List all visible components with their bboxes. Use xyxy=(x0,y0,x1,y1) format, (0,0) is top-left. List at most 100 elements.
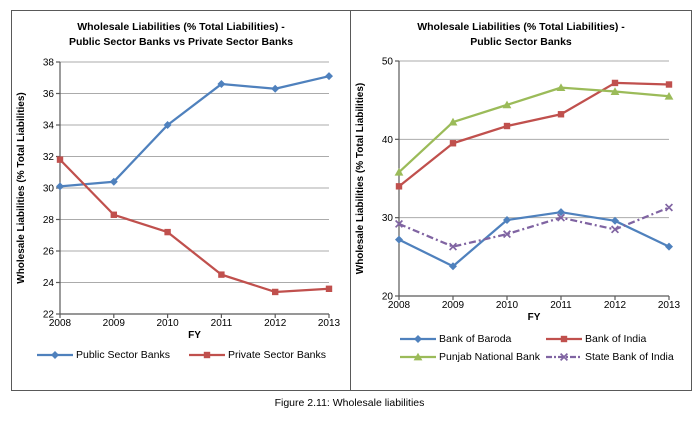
left-chart-legend: Public Sector Banks Private Sector Banks xyxy=(12,349,350,361)
legend-item: Punjab National Bank xyxy=(399,351,545,363)
legend-label: Bank of Baroda xyxy=(439,333,512,345)
series-line xyxy=(59,158,330,294)
marker-square xyxy=(56,156,64,163)
marker-x xyxy=(448,242,458,251)
legend-label: Punjab National Bank xyxy=(439,351,540,363)
left-chart-plot: 22 24 26 28 30 32 34 36 38 2008 2009 2010 2011 2012 20… xyxy=(16,58,341,342)
x-tick-label: 2012 xyxy=(264,318,287,329)
x-axis-title: FY xyxy=(188,330,201,341)
marker-x xyxy=(556,213,566,222)
marker-square xyxy=(557,111,565,118)
marker-triangle xyxy=(664,91,674,100)
marker-diamond xyxy=(611,216,619,225)
left-chart-title-line1: Wholesale Liabilities (% Total Liabiliti… xyxy=(77,21,285,33)
legend-item: State Bank of India xyxy=(545,351,674,363)
x-tick-label: 2010 xyxy=(496,300,519,311)
legend-item: Bank of India xyxy=(545,333,674,345)
marker-diamond xyxy=(665,242,673,251)
right-chart-title: Wholesale Liabilities (% Total Liabiliti… xyxy=(351,20,691,50)
marker-diamond xyxy=(163,121,172,129)
y-tick-label: 28 xyxy=(43,215,55,226)
marker-diamond xyxy=(325,72,333,81)
y-tick-label: 30 xyxy=(43,184,55,195)
x-tick-label: 2011 xyxy=(211,318,233,329)
marker-square xyxy=(449,140,457,147)
marker-x xyxy=(559,352,569,362)
right-chart-plot: 20 30 40 50 2008 2009 2010 2011 2012 2013 FY Wholes… xyxy=(355,57,681,324)
marker-diamond xyxy=(503,216,511,225)
series-line xyxy=(398,206,670,248)
y-tick-label: 30 xyxy=(382,213,394,224)
marker-diamond xyxy=(449,262,457,271)
marker-square xyxy=(395,183,403,190)
x-tick-label: 2012 xyxy=(604,300,627,311)
x-tick-label: 2009 xyxy=(103,318,126,329)
y-tick-label: 32 xyxy=(43,152,55,163)
marker-diamond xyxy=(557,208,565,217)
legend-swatch-triangle-icon xyxy=(400,352,436,361)
marker-square xyxy=(164,228,171,236)
marker-square xyxy=(272,288,279,296)
x-tick-label: 2013 xyxy=(318,318,341,329)
x-tick-label: 2008 xyxy=(388,300,411,311)
marker-square xyxy=(665,81,673,88)
y-tick-label: 40 xyxy=(382,135,394,146)
marker-diamond xyxy=(56,182,64,191)
marker-diamond xyxy=(395,235,403,244)
y-tick-label: 34 xyxy=(43,121,55,132)
series-line xyxy=(398,81,670,188)
marker-square xyxy=(325,285,333,292)
marker-triangle xyxy=(448,117,458,126)
x-tick-label: 2008 xyxy=(49,318,72,329)
x-tick-label: 2011 xyxy=(550,300,572,311)
legend-item: Bank of Baroda xyxy=(399,333,545,345)
marker-diamond xyxy=(50,351,59,359)
legend-swatch-square-icon xyxy=(546,335,582,343)
marker-x xyxy=(664,203,674,212)
legend-label: Bank of India xyxy=(585,333,647,345)
right-chart-panel: Wholesale Liabilities (% Total Liabiliti… xyxy=(351,11,691,390)
marker-square xyxy=(503,122,511,130)
figure-box: Wholesale Liabilities (% Total Liabiliti… xyxy=(11,10,692,391)
marker-triangle xyxy=(502,100,512,109)
legend-swatch-square-icon xyxy=(188,351,225,359)
marker-diamond xyxy=(271,84,280,93)
right-chart-title-line1: Wholesale Liabilities (% Total Liabiliti… xyxy=(417,21,625,33)
marker-square xyxy=(110,211,117,218)
x-tick-label: 2010 xyxy=(156,318,179,329)
legend-label: State Bank of India xyxy=(585,351,674,363)
left-chart-title-line2: Public Sector Banks vs Private Sector Ba… xyxy=(68,36,294,48)
y-axis-title: Wholesale Liabilities (% Total Liabiliti… xyxy=(16,92,27,284)
y-tick-label: 22 xyxy=(43,310,55,321)
marker-x xyxy=(502,230,512,239)
marker-diamond xyxy=(414,335,422,343)
left-chart-panel: Wholesale Liabilities (% Total Liabiliti… xyxy=(12,11,351,390)
legend-item: Private Sector Banks xyxy=(188,349,326,361)
right-chart-legend: Bank of Baroda Bank of India Punjab Nation… xyxy=(399,333,674,363)
legend-swatch-diamond-icon xyxy=(400,335,436,343)
y-tick-label: 50 xyxy=(382,57,394,68)
marker-square xyxy=(611,79,619,87)
y-tick-label: 24 xyxy=(43,278,55,289)
figure-caption: Figure 2.11: Wholesale liabilities xyxy=(274,397,425,409)
marker-triangle xyxy=(394,167,404,176)
marker-triangle xyxy=(556,83,566,92)
marker-triangle xyxy=(610,87,620,95)
series-line xyxy=(398,211,670,268)
marker-diamond xyxy=(109,177,118,186)
series-line xyxy=(59,75,330,188)
x-tick-label: 2009 xyxy=(442,300,465,311)
legend-item: Public Sector Banks xyxy=(36,349,170,361)
y-axis-title: Wholesale Liabilities (% Total Liabiliti… xyxy=(355,83,366,275)
y-tick-label: 26 xyxy=(43,247,55,258)
marker-x xyxy=(394,219,404,228)
marker-square xyxy=(203,351,211,359)
legend-swatch-x-icon xyxy=(546,352,582,362)
x-tick-label: 2013 xyxy=(658,300,681,311)
x-axis-title: FY xyxy=(528,312,541,323)
marker-x xyxy=(610,225,620,234)
marker-diamond xyxy=(217,80,226,89)
series-line xyxy=(398,86,670,174)
left-chart-title: Wholesale Liabilities (% Total Liabiliti… xyxy=(12,20,350,50)
